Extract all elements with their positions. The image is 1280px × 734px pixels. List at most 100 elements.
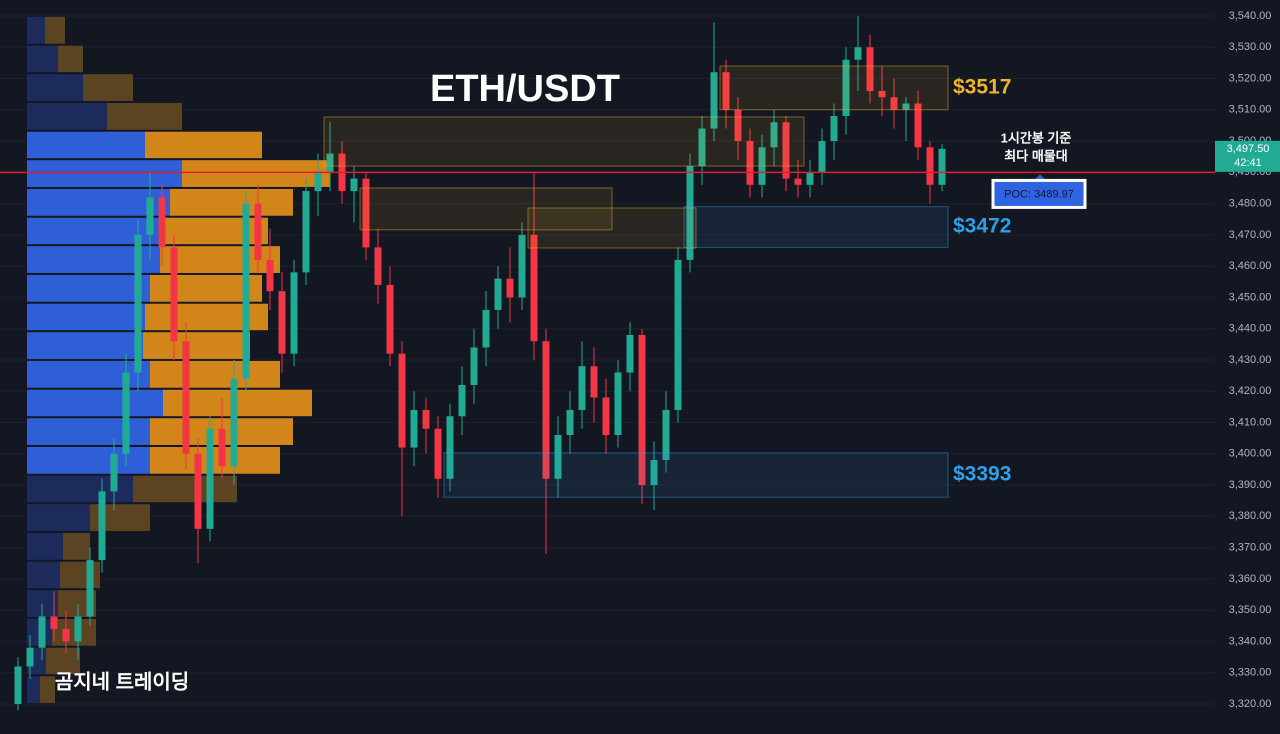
profile-buy [27,303,145,331]
candle-body [590,366,598,398]
candle-body [374,247,382,285]
candle-body [446,416,454,479]
y-tick-label: 3,510.00 [1229,104,1272,116]
candle-body [578,366,586,411]
zone-label: $3393 [953,463,1011,486]
candle-body [698,128,706,167]
candle-body [266,259,274,292]
y-tick-label: 3,460.00 [1229,260,1272,272]
annotation: 최다 매물대 [1004,148,1067,163]
candle-body [362,178,370,248]
candle-body [890,97,898,110]
candle-body [158,197,166,248]
profile-sell [107,102,182,130]
y-tick-label: 3,330.00 [1229,667,1272,679]
profile-sell [83,74,133,101]
profile-sell [150,446,280,474]
profile-buy [27,360,150,388]
candle-body [254,203,262,260]
profile-sell [46,647,80,675]
zone [527,207,697,249]
candle-body [626,334,634,373]
y-tick-label: 3,520.00 [1229,72,1272,84]
y-tick-label: 3,380.00 [1229,510,1272,522]
candle-body [614,372,622,436]
candle-body [218,428,226,467]
candle-body [122,372,130,454]
candle-body [506,278,514,298]
candle-body [542,341,550,479]
candle-body [518,234,526,298]
profile-buy [27,446,150,474]
profile-sell [63,532,90,560]
profile-buy [27,274,150,302]
profile-buy [27,188,170,216]
candle-body [554,435,562,479]
last-price-label: 3,497.50 [1227,143,1270,155]
profile-sell [40,676,55,703]
zone-label: $3472 [953,215,1011,238]
candle-body [938,148,946,185]
zone [359,187,613,231]
candle-body [26,647,34,667]
profile-buy [27,676,40,703]
profile-buy [27,160,182,187]
candle-body [242,203,250,379]
profile-sell [170,188,293,216]
zone [443,452,949,498]
profile-buy [27,45,58,73]
y-tick-label: 3,470.00 [1229,229,1272,241]
chart-title: ETH/USDT [430,68,620,110]
candle-body [806,172,814,185]
candle-body [494,278,502,310]
profile-sell [160,246,280,273]
y-tick-label: 3,440.00 [1229,323,1272,335]
last-price-box [1215,140,1280,172]
candle-body [182,341,190,454]
y-tick-label: 3,320.00 [1229,698,1272,710]
candle-body [854,47,862,60]
candle-body [662,410,670,461]
candle-body [98,491,106,561]
poc-box [991,178,1087,209]
profile-buy [27,74,83,101]
y-tick-label: 3,410.00 [1229,416,1272,428]
profile-buy [27,418,150,445]
y-tick-label: 3,340.00 [1229,635,1272,647]
profile-sell [60,561,100,589]
y-tick-label: 3,480.00 [1229,197,1272,209]
profile-sell [45,16,65,44]
candle-body [818,141,826,173]
profile-buy [27,102,107,130]
zone [719,65,949,111]
candle-body [530,234,538,342]
candle-body [134,234,142,373]
y-tick-label: 3,540.00 [1229,10,1272,22]
candle-body [326,153,334,173]
candle-body [710,72,718,129]
candle-body [914,103,922,148]
candle-body [398,353,406,448]
y-tick-label: 3,420.00 [1229,385,1272,397]
candle-body [566,410,574,436]
profile-buy [27,131,145,159]
candle-body [770,122,778,148]
candle-body [62,628,70,642]
candle-body [50,616,58,629]
candle-body [722,72,730,110]
candle-body [638,334,646,486]
candle-body [86,560,94,617]
candle-body [194,453,202,529]
candle-body [422,410,430,429]
candle-body [734,109,742,142]
poc-label: POC: 3489.97 [1004,188,1074,200]
candle-body [878,91,886,98]
candle-body [14,666,22,704]
candle-body [830,116,838,142]
candle-body [38,616,46,648]
profile-sell [133,475,237,503]
y-tick-label: 3,370.00 [1229,542,1272,554]
candle-body [110,453,118,492]
candle-body [866,47,874,92]
